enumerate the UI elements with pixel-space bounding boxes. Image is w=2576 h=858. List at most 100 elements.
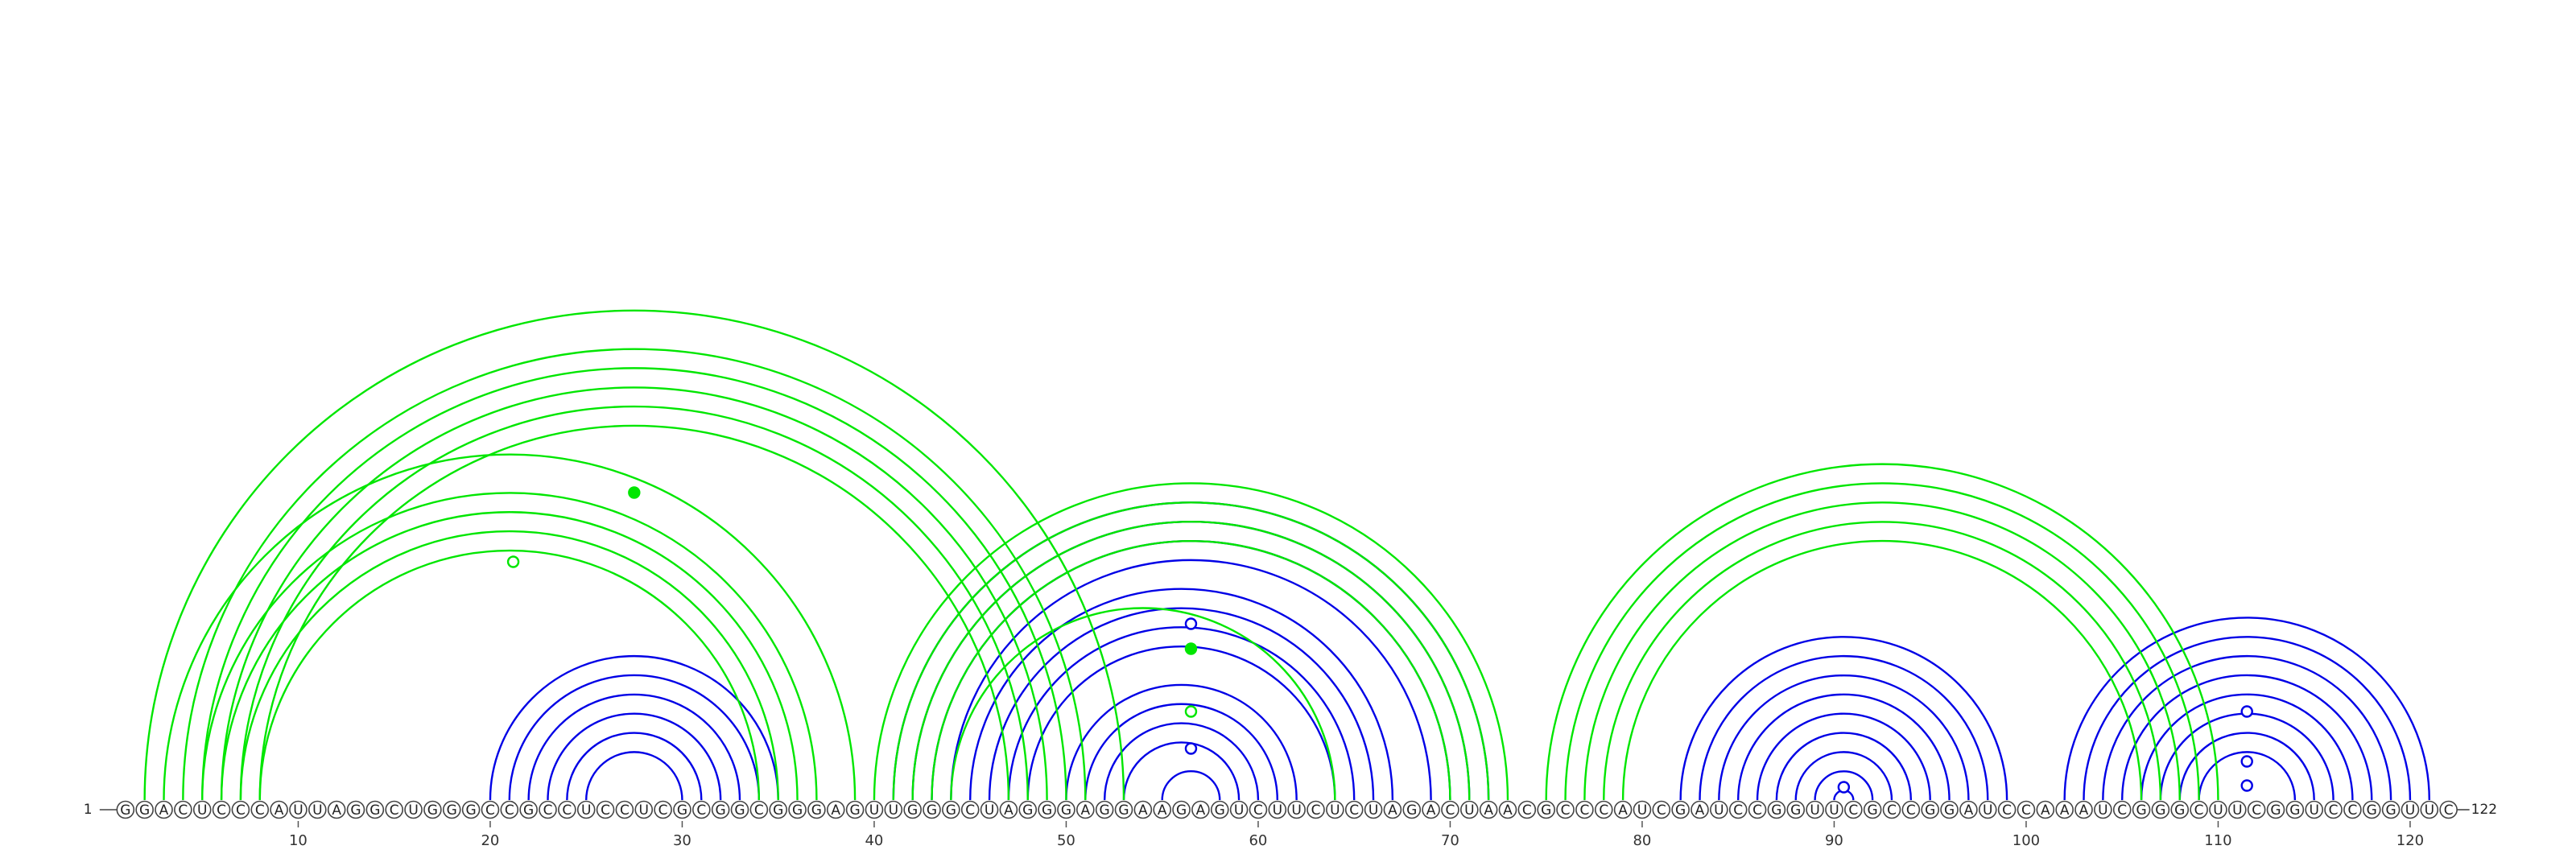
nucleotide-circle bbox=[960, 800, 980, 819]
nucleotide: A bbox=[2055, 800, 2074, 819]
nucleotide: C bbox=[500, 800, 519, 819]
nucleotide-circle bbox=[673, 800, 691, 819]
nucleotide-circle bbox=[1172, 800, 1191, 819]
nucleotide: U bbox=[1633, 800, 1652, 819]
nucleotide-letter: G bbox=[447, 802, 457, 819]
nucleotide-letter: A bbox=[1964, 802, 1974, 819]
green-arc-4-51 bbox=[182, 348, 1087, 801]
nucleotide-letter: A bbox=[275, 802, 284, 819]
nucleotide-letter: C bbox=[1733, 802, 1743, 819]
blue-arc-20-35 bbox=[489, 655, 779, 801]
nucleotide-circle bbox=[1114, 800, 1133, 819]
green-arc-77-108 bbox=[1583, 501, 2181, 801]
nucleotide-circle bbox=[654, 800, 672, 819]
nucleotide-circle bbox=[1249, 800, 1268, 819]
blue-arc-82-99 bbox=[1679, 636, 2008, 801]
nucleotide-letter: G bbox=[427, 802, 438, 819]
nucleotide-letter: A bbox=[1503, 802, 1513, 819]
nucleotide-circle bbox=[1728, 800, 1748, 819]
nucleotide-letter: G bbox=[773, 802, 783, 819]
nucleotide-letter: U bbox=[1234, 802, 1244, 819]
nucleotide-circle bbox=[2401, 800, 2420, 819]
nucleotide: U bbox=[2305, 800, 2323, 819]
nucleotide: U bbox=[289, 800, 308, 819]
nucleotide-letter: G bbox=[1675, 802, 1686, 819]
nucleotide: A bbox=[1479, 800, 1498, 819]
nucleotide-circle bbox=[1997, 800, 2017, 819]
green-arc-6-49 bbox=[220, 386, 1048, 801]
nucleotide-circle bbox=[1210, 800, 1229, 819]
nucleotide-letter: U bbox=[197, 802, 207, 819]
nucleotide: U bbox=[1326, 800, 1344, 819]
nucleotide-circle bbox=[1095, 800, 1114, 819]
nucleotide: G bbox=[1863, 800, 1882, 819]
nucleotide-letter: U bbox=[985, 802, 994, 819]
tick-label: 120 bbox=[2396, 832, 2424, 849]
blue-arc-24-31 bbox=[566, 732, 703, 801]
nucleotide-letter: U bbox=[1291, 802, 1301, 819]
nucleotide-letter: A bbox=[1138, 802, 1148, 819]
nucleotide-letter: A bbox=[1695, 802, 1705, 819]
nucleotide-letter: C bbox=[390, 802, 399, 819]
nucleotide-circle bbox=[385, 800, 404, 819]
nucleotide: C bbox=[596, 800, 615, 819]
nucleotide: C bbox=[1652, 800, 1671, 819]
nucleotide: G bbox=[461, 800, 481, 819]
nucleotide-letter: G bbox=[369, 802, 380, 819]
nucleotide-circle bbox=[1556, 800, 1575, 819]
nucleotide: G bbox=[1038, 800, 1056, 819]
nucleotide-letter: A bbox=[159, 802, 169, 819]
nucleotide-letter: C bbox=[485, 802, 495, 819]
nucleotide-letter: C bbox=[2117, 802, 2127, 819]
nucleotide-circle bbox=[749, 800, 769, 819]
nucleotide-letter: G bbox=[1790, 802, 1801, 819]
nucleotide: C bbox=[960, 800, 980, 819]
nucleotide: U bbox=[2094, 800, 2112, 819]
nucleotide-letter: C bbox=[1906, 802, 1916, 819]
nucleotide-circle bbox=[1882, 800, 1901, 819]
nucleotide-letter: U bbox=[1368, 802, 1378, 819]
nucleotide-letter: G bbox=[792, 802, 803, 819]
nucleotide-circle bbox=[980, 800, 999, 819]
nucleotide-letter: G bbox=[1042, 802, 1052, 819]
nucleotide-letter: U bbox=[1637, 802, 1647, 819]
nucleotide-letter: U bbox=[1714, 802, 1724, 819]
nucleotide-circle bbox=[500, 800, 519, 819]
blue-arc-83-98 bbox=[1699, 655, 1989, 801]
nucleotide-letter: C bbox=[255, 802, 265, 819]
nucleotide-letter: U bbox=[2232, 802, 2242, 819]
nucleotide-circle bbox=[1825, 800, 1843, 819]
nucleotide-circle bbox=[1307, 800, 1325, 819]
nucleotide-circle bbox=[2420, 800, 2439, 819]
nucleotide: U bbox=[404, 800, 423, 819]
nucleotide-letter: G bbox=[734, 802, 745, 819]
blue-arc-84-97 bbox=[1718, 674, 1970, 801]
nucleotide-letter: G bbox=[2155, 802, 2165, 819]
tick-label: 20 bbox=[481, 832, 499, 849]
nucleotide: G bbox=[2170, 800, 2190, 819]
nucleotide-letter: U bbox=[1983, 802, 1992, 819]
blue-arc-109-114 bbox=[2198, 751, 2297, 801]
nucleotide-circle bbox=[1537, 800, 1555, 819]
nucleotide-circle bbox=[2112, 800, 2132, 819]
nucleotide: C bbox=[2439, 800, 2458, 819]
nucleotide-circle bbox=[1133, 800, 1153, 819]
nucleotide-letter: C bbox=[562, 802, 572, 819]
green-arc-3-39 bbox=[163, 453, 857, 801]
nucleotide-letter: G bbox=[946, 802, 956, 819]
nucleotide-letter: U bbox=[1829, 802, 1839, 819]
nucleotide-letter: A bbox=[2079, 802, 2089, 819]
nucleotide-letter: A bbox=[1484, 802, 1493, 819]
green-arc-42-71 bbox=[911, 521, 1471, 801]
green-arc-8-34 bbox=[258, 549, 761, 801]
nucleotide: G bbox=[1114, 800, 1133, 819]
nucleotide-circle bbox=[155, 800, 173, 819]
nucleotide-letter: U bbox=[1273, 802, 1282, 819]
nucleotide: G bbox=[1537, 800, 1555, 819]
nucleotide-circle bbox=[404, 800, 423, 819]
nucleotide-letter: C bbox=[1579, 802, 1589, 819]
nucleotide: C bbox=[1882, 800, 1901, 819]
nucleotide-letter: G bbox=[2386, 802, 2396, 819]
nucleotide: G bbox=[2151, 800, 2170, 819]
